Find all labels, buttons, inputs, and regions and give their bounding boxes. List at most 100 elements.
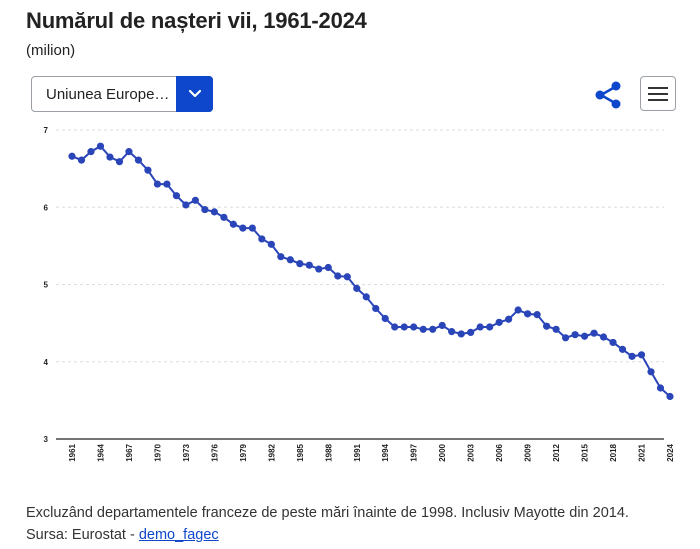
data-point[interactable]	[552, 325, 560, 333]
line-chart: 3 4 5 6 7 1961 1964 1967 1970 1973 1976 1979 1982 19…	[44, 126, 675, 462]
share-button[interactable]	[593, 80, 623, 110]
x-tick-label: 2012	[552, 443, 561, 461]
x-tick-label: 1982	[267, 443, 276, 461]
data-point[interactable]	[324, 263, 332, 272]
data-point[interactable]	[343, 273, 351, 281]
data-point[interactable]	[277, 253, 285, 261]
data-point[interactable]	[220, 213, 228, 221]
data-point[interactable]	[201, 205, 209, 214]
data-point[interactable]	[438, 321, 446, 330]
data-point[interactable]	[410, 323, 418, 331]
data-point[interactable]	[647, 368, 655, 376]
data-point[interactable]	[571, 331, 579, 339]
data-point[interactable]	[561, 334, 570, 342]
x-tick-label: 1997	[410, 443, 419, 461]
x-tick-label: 1961	[68, 443, 77, 461]
data-point[interactable]	[476, 323, 484, 331]
data-point[interactable]	[191, 196, 199, 204]
x-tick-label: 2009	[524, 443, 533, 461]
geo-dropdown[interactable]: Uniunea Europe…	[31, 76, 213, 112]
data-point[interactable]	[77, 156, 86, 164]
x-tick-label: 1967	[125, 443, 134, 461]
dropdown-toggle-button[interactable]	[176, 76, 213, 112]
data-point[interactable]	[533, 311, 541, 319]
data-point[interactable]	[628, 352, 636, 360]
data-point[interactable]	[391, 323, 399, 331]
share-icon	[595, 81, 621, 109]
data-point[interactable]	[315, 265, 323, 273]
data-point[interactable]	[334, 272, 342, 280]
data-point[interactable]	[448, 328, 456, 336]
x-tick-label: 2021	[638, 443, 647, 461]
x-tick-label: 1973	[182, 443, 191, 461]
data-point[interactable]	[381, 314, 389, 323]
data-point[interactable]	[656, 384, 665, 392]
data-point[interactable]	[286, 256, 294, 264]
source-link[interactable]: demo_fagec	[138, 527, 219, 543]
footnote: Excluzând departamentele franceze de pes…	[26, 505, 629, 521]
data-point[interactable]	[210, 208, 218, 216]
data-point[interactable]	[106, 153, 114, 161]
data-point[interactable]	[163, 180, 171, 188]
data-point[interactable]	[637, 351, 646, 359]
y-tick-label: 6	[44, 203, 49, 212]
data-point[interactable]	[96, 142, 105, 150]
data-point[interactable]	[172, 192, 181, 200]
y-tick-label: 3	[44, 435, 49, 444]
data-point[interactable]	[87, 148, 95, 156]
data-point[interactable]	[372, 304, 380, 313]
source-prefix: Sursa: Eurostat -	[26, 527, 139, 543]
data-point[interactable]	[296, 260, 304, 268]
data-point[interactable]	[305, 261, 313, 269]
x-tick-label: 1970	[153, 443, 162, 461]
chart-menu-button[interactable]	[640, 76, 676, 111]
x-tick-label: 1979	[239, 443, 248, 461]
data-point[interactable]	[239, 224, 247, 232]
x-tick-label: 1985	[296, 443, 305, 461]
data-point[interactable]	[524, 310, 532, 318]
data-point[interactable]	[599, 333, 608, 341]
x-tick-label: 2024	[666, 443, 675, 461]
source-line: Sursa: Eurostat - demo_fagec	[26, 527, 219, 543]
data-point[interactable]	[429, 325, 437, 333]
data-point[interactable]	[153, 180, 162, 188]
data-point[interactable]	[419, 325, 427, 333]
data-point[interactable]	[486, 323, 494, 331]
y-tick-label: 4	[44, 358, 49, 367]
data-point[interactable]	[144, 166, 152, 174]
x-tick-label: 1991	[353, 443, 362, 461]
data-point[interactable]	[505, 315, 513, 323]
x-tick-label: 1964	[96, 443, 105, 461]
data-point[interactable]	[353, 284, 361, 292]
data-point[interactable]	[618, 345, 627, 353]
data-point[interactable]	[467, 328, 475, 336]
data-point[interactable]	[543, 322, 551, 330]
x-tick-label: 2003	[467, 443, 476, 461]
data-point[interactable]	[125, 148, 133, 156]
data-point[interactable]	[666, 392, 674, 401]
y-tick-label: 5	[44, 281, 49, 290]
data-point[interactable]	[495, 318, 503, 326]
y-tick-label: 7	[44, 126, 49, 135]
x-tick-label: 2006	[495, 443, 504, 461]
data-point[interactable]	[248, 224, 256, 232]
data-point[interactable]	[400, 323, 408, 331]
data-point[interactable]	[182, 201, 190, 209]
data-point[interactable]	[115, 158, 124, 166]
data-point[interactable]	[514, 306, 522, 314]
data-point[interactable]	[362, 293, 370, 301]
x-tick-label: 1994	[381, 443, 390, 461]
data-point[interactable]	[229, 220, 237, 228]
data-point[interactable]	[609, 338, 617, 347]
chart-title: Numărul de nașteri vii, 1961-2024	[26, 8, 367, 33]
data-point[interactable]	[68, 152, 76, 160]
data-point[interactable]	[258, 235, 266, 243]
data-point[interactable]	[134, 156, 143, 164]
data-point[interactable]	[590, 329, 598, 337]
data-point[interactable]	[267, 240, 275, 248]
hamburger-menu-icon	[648, 86, 668, 101]
series-line	[71, 144, 671, 398]
data-point[interactable]	[457, 330, 465, 338]
data-point[interactable]	[580, 332, 589, 340]
